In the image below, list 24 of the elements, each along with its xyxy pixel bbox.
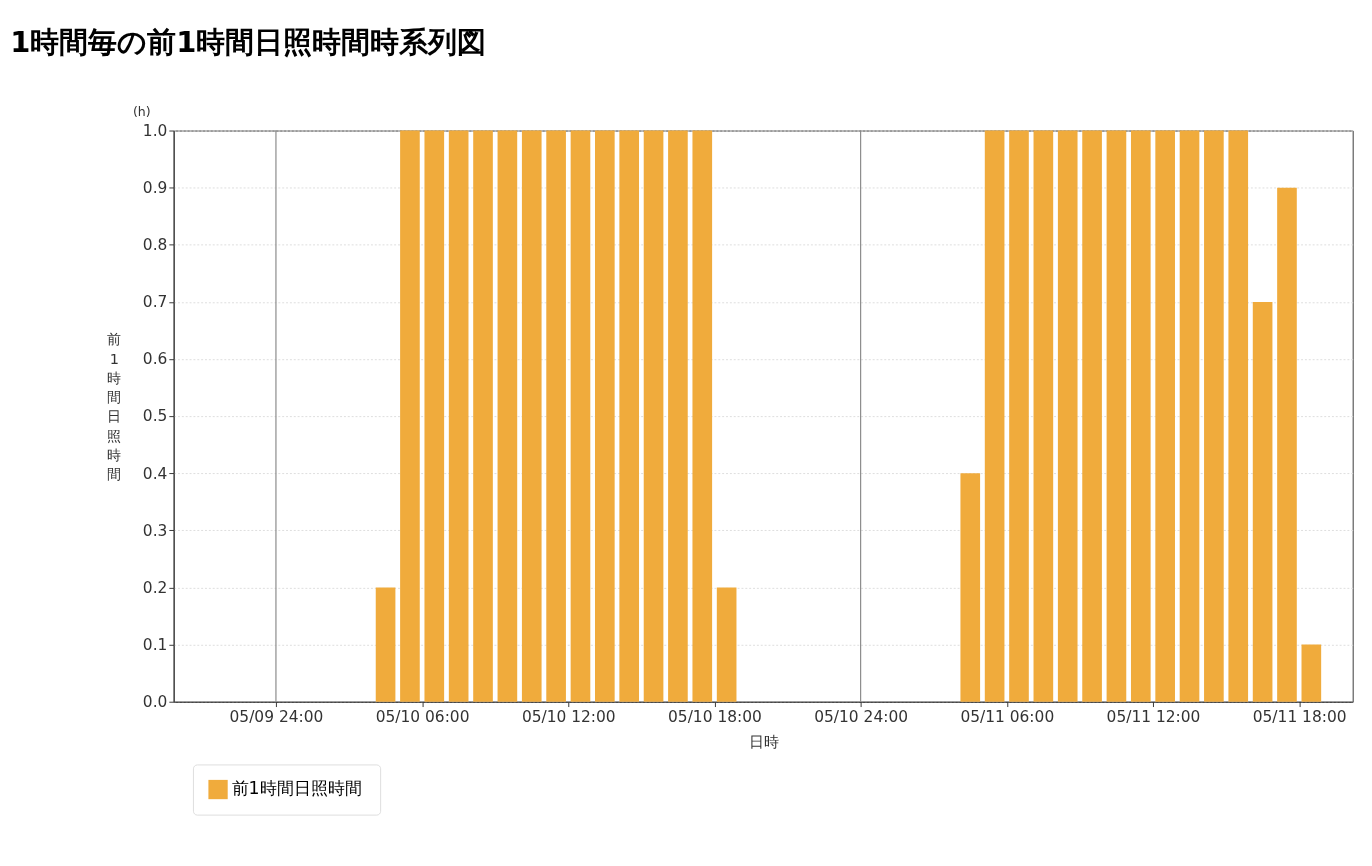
y-tick-label: 0.4	[142, 464, 168, 483]
x-tick-label: 05/10 06:00	[375, 707, 470, 726]
y-tick-label: 0.5	[142, 407, 168, 426]
y-tick-label: 0.0	[142, 693, 168, 712]
x-axis-title: 日時	[748, 732, 779, 751]
y-axis-title: 前1時間日照時間	[107, 331, 122, 483]
y-tick-label: 0.3	[142, 521, 168, 540]
text: (h)	[132, 104, 151, 120]
x-tick-label: 05/10 12:00	[521, 707, 616, 726]
y-tick-label: 0.2	[142, 578, 168, 597]
x-tick-label: 05/11 12:00	[1106, 707, 1201, 726]
chart-title: 1時間毎の前1時間日照時間時系列図	[10, 25, 487, 60]
x-tick-label: 05/11 18:00	[1252, 707, 1347, 726]
y-tick-label: 1.0	[142, 121, 168, 140]
y-tick-label: 0.6	[142, 350, 168, 369]
x-tick-label: 05/10 24:00	[814, 707, 909, 726]
y-tick-label: 0.7	[142, 293, 168, 312]
x-tick-label: 05/09 24:00	[229, 707, 324, 726]
y-tick-label: 0.8	[142, 236, 168, 255]
y-tick-label: 0.1	[142, 635, 168, 654]
y-tick-label: 0.9	[142, 178, 168, 197]
legend-label: 前1時間日照時間	[231, 778, 362, 799]
x-tick-label: 05/11 06:00	[960, 707, 1055, 726]
x-tick-label: 05/10 18:00	[668, 707, 762, 726]
